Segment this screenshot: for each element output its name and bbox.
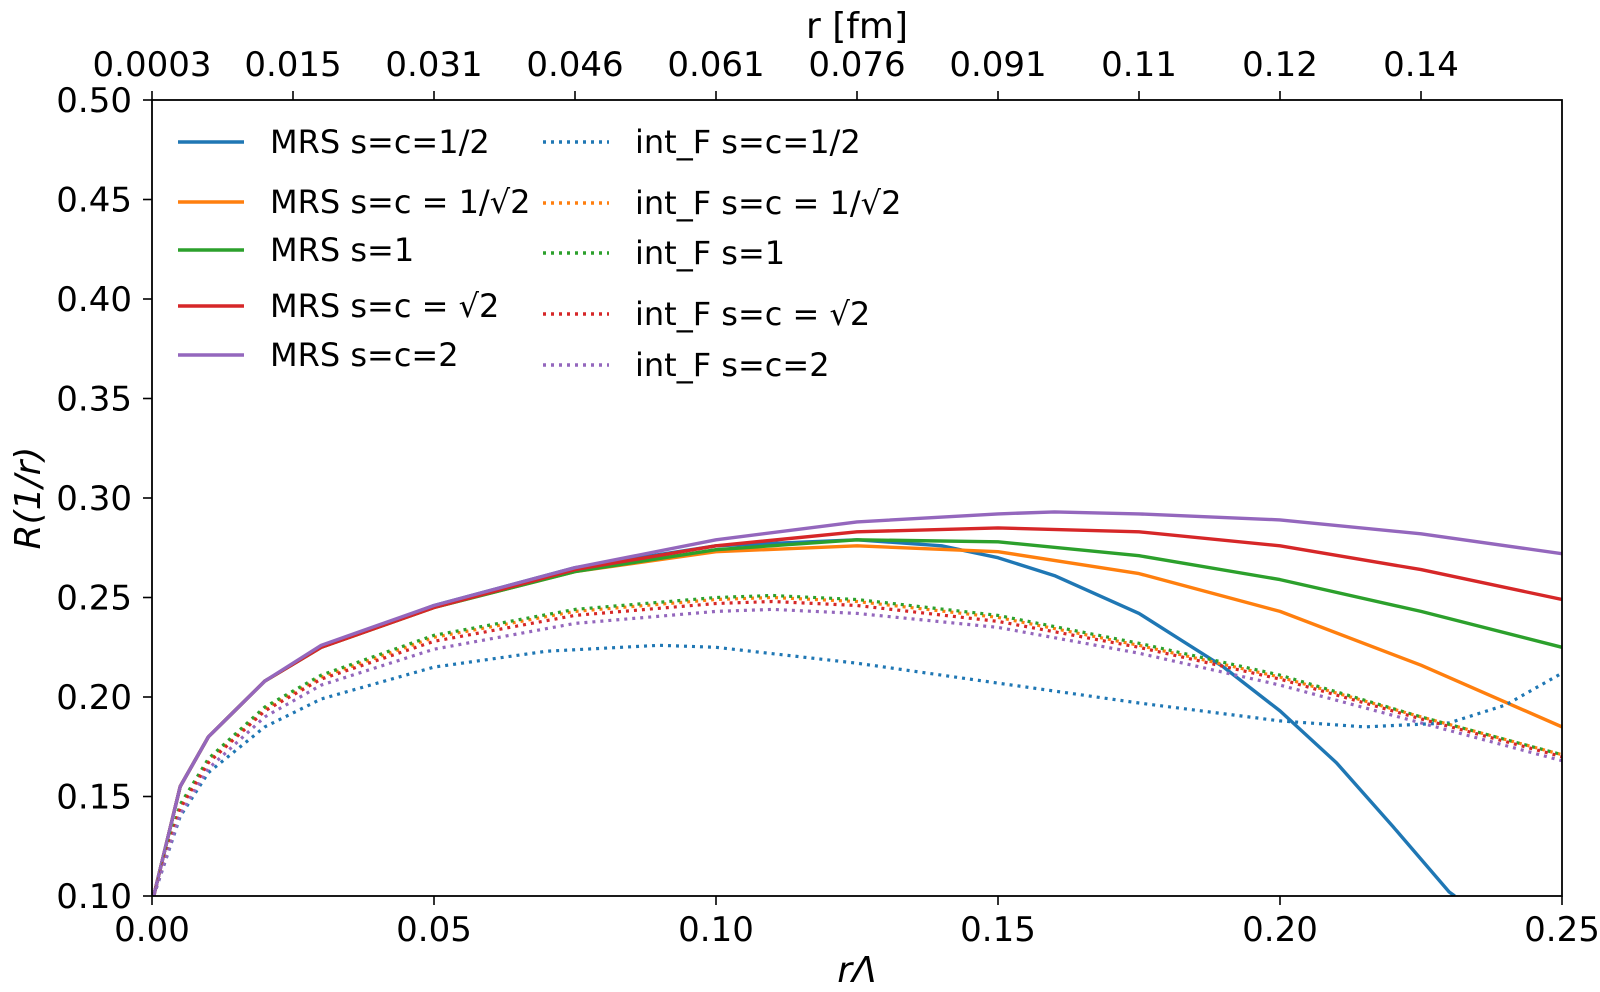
y-tick-label: 0.25 bbox=[56, 579, 132, 619]
top-x-tick-label: 0.091 bbox=[949, 45, 1046, 85]
top-x-tick-label: 0.14 bbox=[1383, 45, 1459, 85]
series-line-7 bbox=[152, 593, 1562, 896]
legend-label-4: MRS s=c=2 bbox=[270, 336, 459, 374]
top-x-tick-label: 0.11 bbox=[1101, 45, 1177, 85]
series-layer bbox=[152, 510, 1562, 896]
legend-label-7: int_F s=1 bbox=[635, 234, 785, 272]
x-tick-label: 0.10 bbox=[678, 910, 754, 950]
y-tick-label: 0.10 bbox=[56, 877, 132, 917]
top-x-tick-label: 0.031 bbox=[385, 45, 482, 85]
legend-label-0: MRS s=c=1/2 bbox=[270, 123, 490, 161]
x-tick-label: 0.20 bbox=[1242, 910, 1318, 950]
x-tick-label: 0.05 bbox=[396, 910, 472, 950]
y-tick-label: 0.45 bbox=[56, 181, 132, 221]
top-x-tick-label: 0.076 bbox=[808, 45, 905, 85]
top-x-tick-label: 0.061 bbox=[667, 45, 764, 85]
legend-label-1: MRS s=c = 1/√2 bbox=[270, 183, 530, 221]
top-x-tick-label: 0.0003 bbox=[93, 45, 212, 85]
legend-label-8: int_F s=c = √2 bbox=[635, 295, 870, 333]
top-x-axis-title: r [fm] bbox=[806, 6, 908, 47]
y-tick-label: 0.30 bbox=[56, 479, 132, 519]
x-axis-title: rΛ bbox=[837, 950, 876, 991]
x-tick-label: 0.25 bbox=[1524, 910, 1600, 950]
y-tick-label: 0.50 bbox=[56, 81, 132, 121]
x-tick-label: 0.15 bbox=[960, 910, 1036, 950]
legend-label-2: MRS s=1 bbox=[270, 231, 414, 269]
legend: MRS s=c=1/2 MRS s=c = 1/√2 MRS s=1 MRS s=c … bbox=[178, 123, 901, 384]
legend-label-3: MRS s=c = √2 bbox=[270, 287, 499, 325]
y-tick-label: 0.20 bbox=[56, 678, 132, 718]
top-x-tick-label: 0.015 bbox=[244, 45, 341, 85]
legend-label-5: int_F s=c=1/2 bbox=[635, 123, 861, 161]
y-tick-label: 0.40 bbox=[56, 280, 132, 320]
top-x-tick-label: 0.046 bbox=[526, 45, 623, 85]
series-line-5 bbox=[152, 643, 1562, 896]
y-axis-title: R(1/r) bbox=[8, 447, 49, 550]
legend-label-6: int_F s=c = 1/√2 bbox=[635, 184, 901, 222]
series-line-6 bbox=[152, 595, 1562, 896]
x-tick-label: 0.00 bbox=[114, 910, 190, 950]
top-x-tick-label: 0.12 bbox=[1242, 45, 1318, 85]
series-line-4 bbox=[152, 510, 1562, 896]
plot-background bbox=[152, 100, 1562, 896]
y-tick-label: 0.35 bbox=[56, 380, 132, 420]
ticks-layer: 0.00 0.05 0.10 0.15 0.20 0.25 0.10 0.15 0.20 0.25… bbox=[56, 45, 1600, 950]
series-line-8 bbox=[152, 599, 1562, 896]
legend-label-9: int_F s=c=2 bbox=[635, 346, 830, 384]
y-tick-label: 0.15 bbox=[56, 778, 132, 818]
